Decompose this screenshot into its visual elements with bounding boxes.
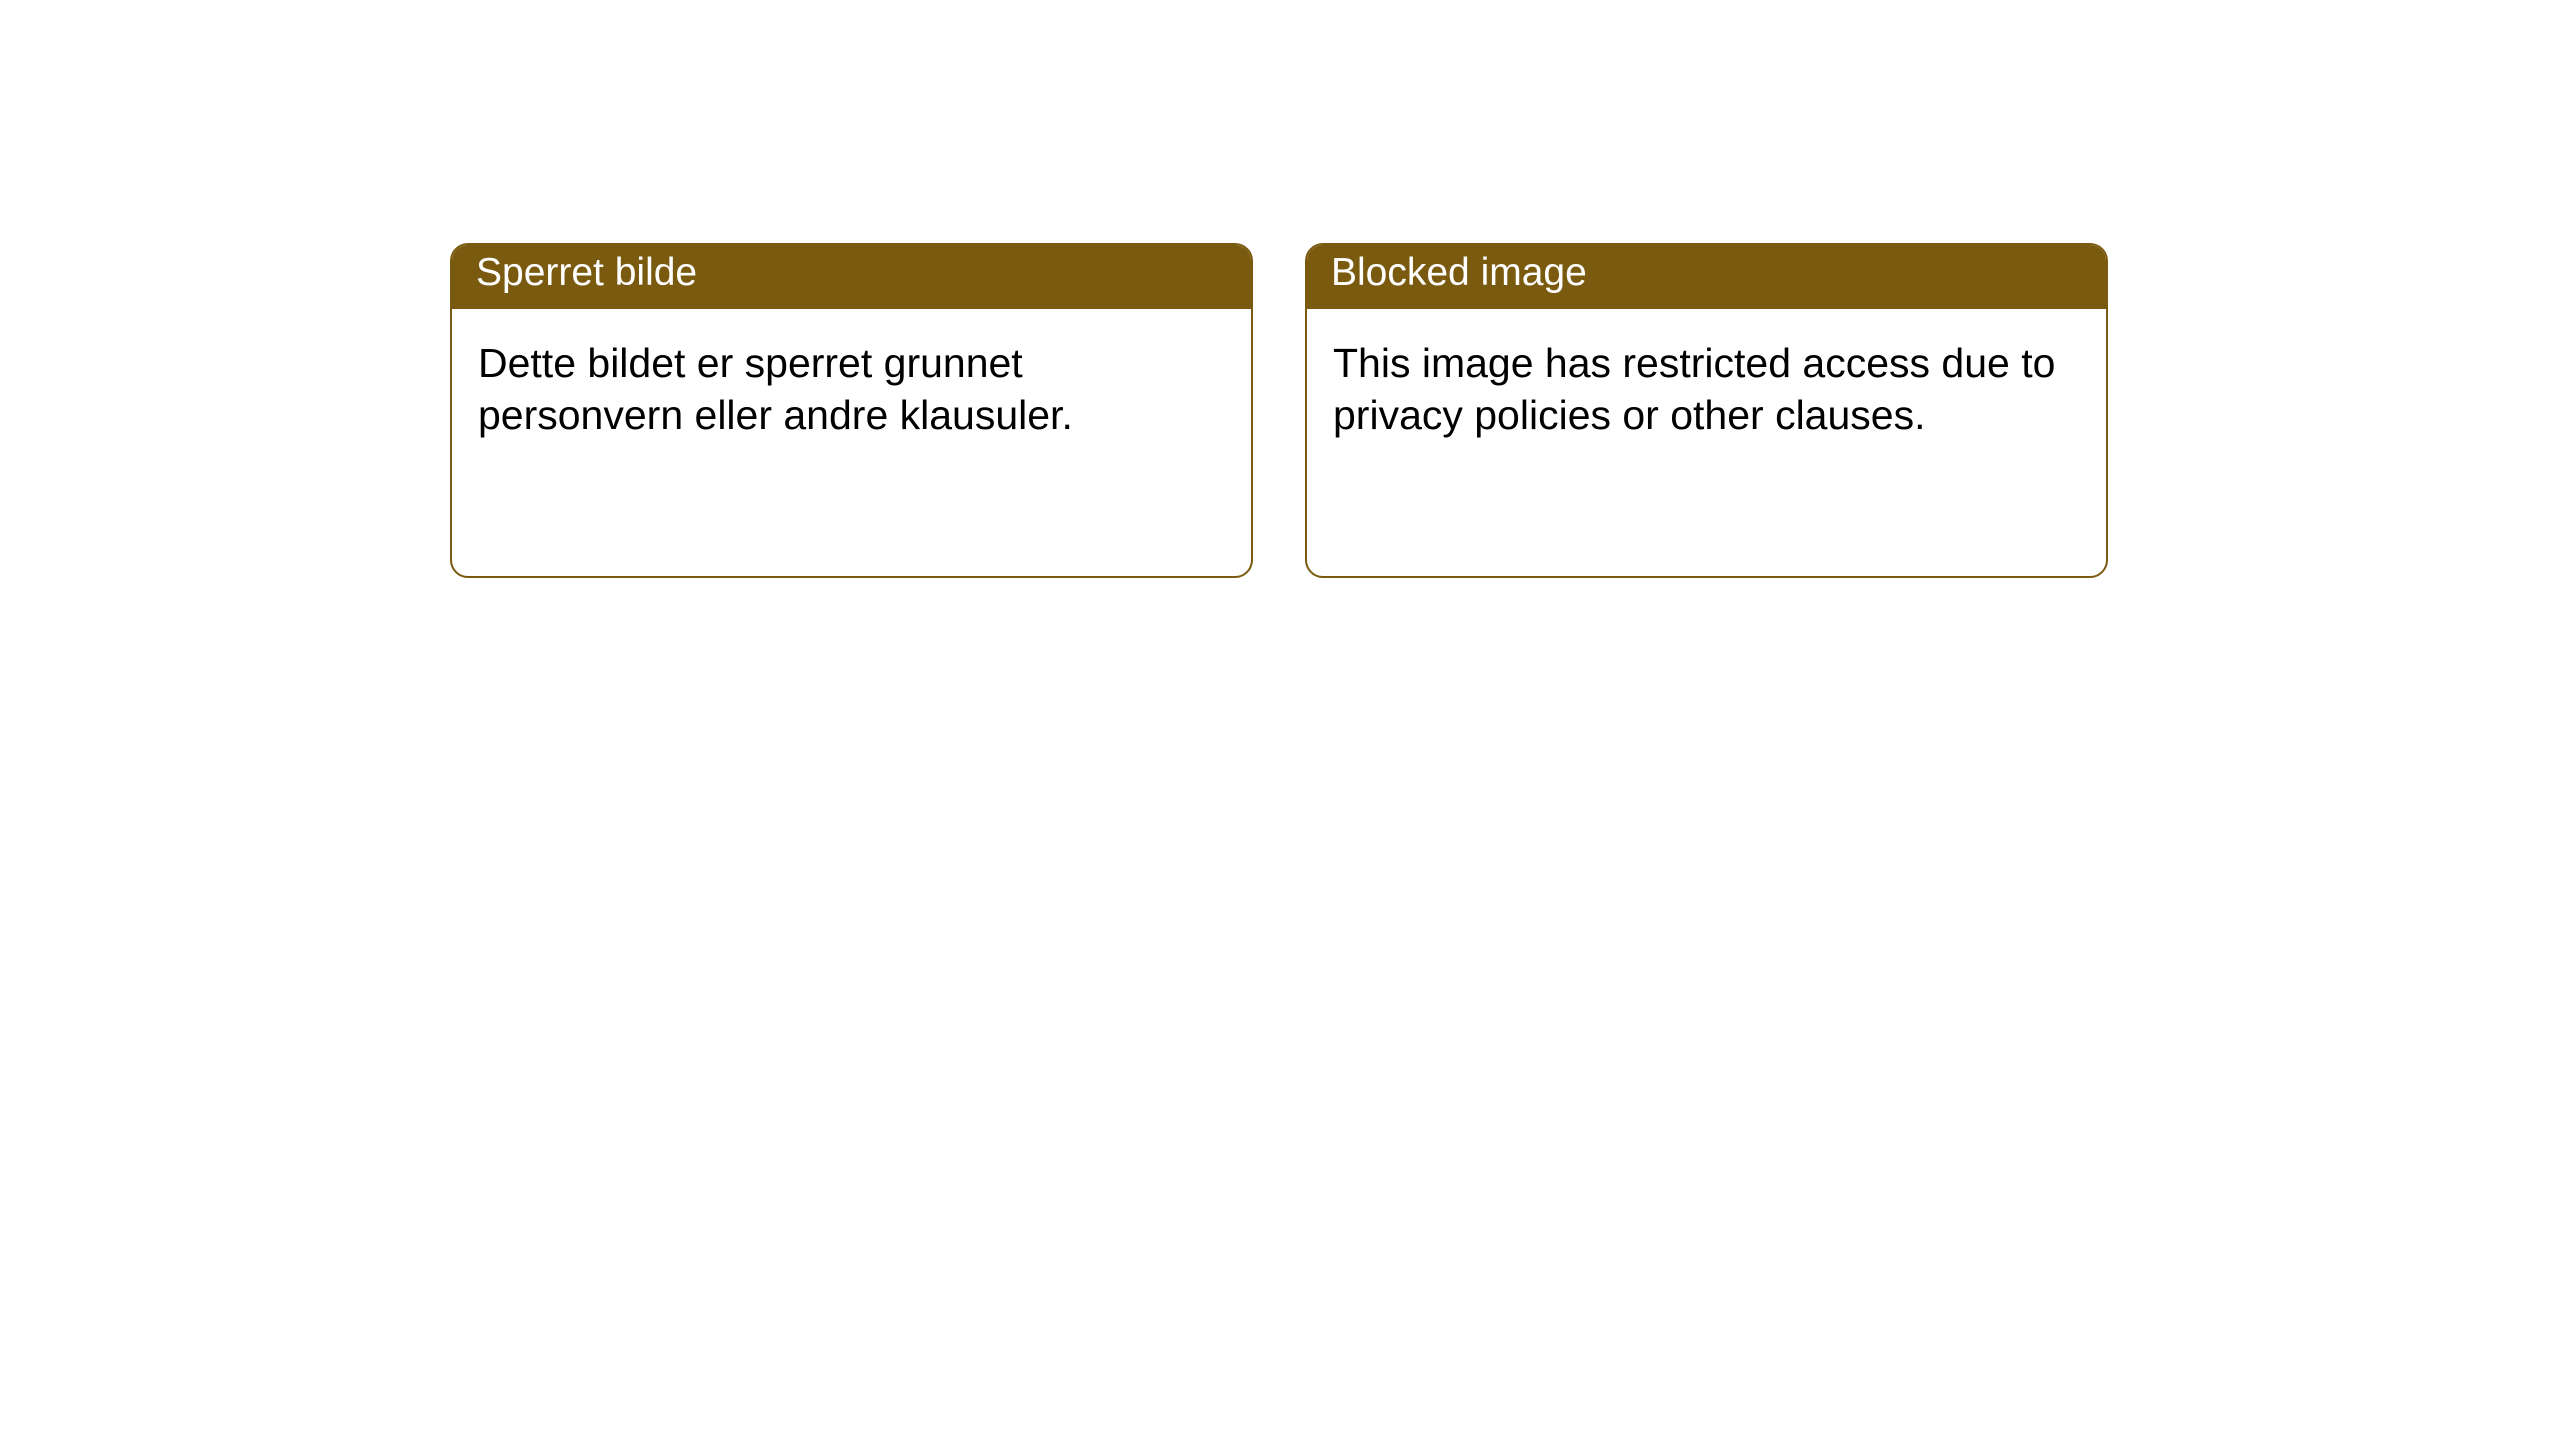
notice-header-english: Blocked image xyxy=(1307,245,2106,309)
notice-card-norwegian: Sperret bilde Dette bildet er sperret gr… xyxy=(450,243,1253,578)
notice-card-english: Blocked image This image has restricted … xyxy=(1305,243,2108,578)
notice-body-english: This image has restricted access due to … xyxy=(1307,309,2106,469)
notice-header-norwegian: Sperret bilde xyxy=(452,245,1251,309)
notice-container: Sperret bilde Dette bildet er sperret gr… xyxy=(0,0,2560,578)
notice-body-norwegian: Dette bildet er sperret grunnet personve… xyxy=(452,309,1251,469)
